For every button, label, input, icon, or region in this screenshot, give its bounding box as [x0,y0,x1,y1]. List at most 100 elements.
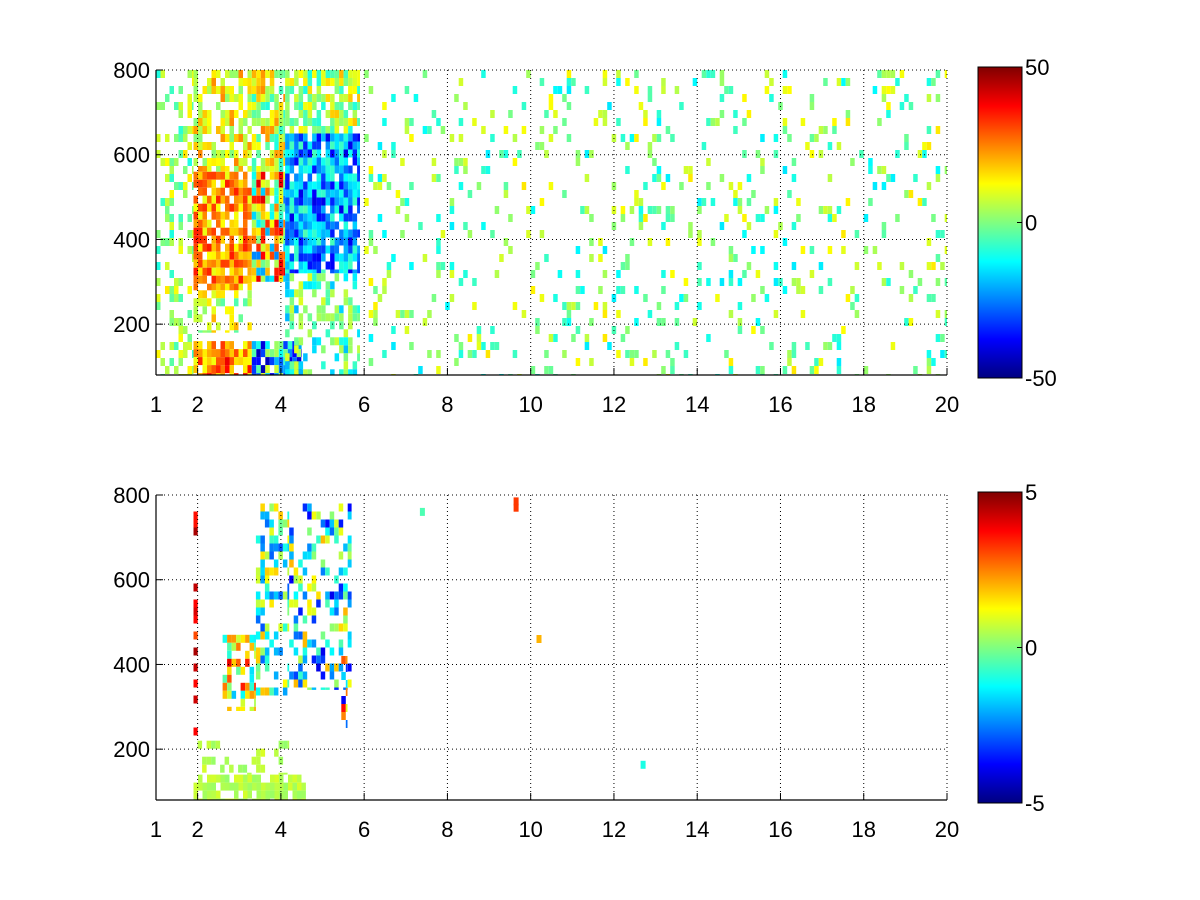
heatmap-cell [343,94,349,102]
heatmap-cell [243,187,248,196]
heatmap-cell [427,310,432,318]
heatmap-cell [225,211,230,220]
heatmap-cell [312,337,317,346]
heatmap-cell [321,221,326,230]
heatmap-cell [548,366,554,374]
heatmap-cell [251,134,257,142]
heatmap-cell [575,286,581,294]
heatmap-cell [638,214,644,222]
heatmap-cell [265,158,270,166]
heatmap-cell [791,262,797,270]
heatmap-cell [616,70,621,78]
heatmap-cell [463,102,468,110]
heatmap-cell [211,330,216,333]
heatmap-cell [823,206,828,214]
heatmap-cell [289,543,294,552]
heatmap-cell [294,94,299,102]
heatmap-cell [751,326,756,334]
heatmap-cell [836,358,842,366]
heatmap-cell [368,238,374,246]
heatmap-cell [269,134,275,142]
heatmap-cell [881,278,887,286]
heatmap-cell [321,205,326,214]
heatmap-cell [926,142,932,150]
heatmap-cell [343,126,349,134]
heatmap-cell [298,173,304,182]
heatmap-cell [265,267,270,276]
heatmap-cell [841,246,846,254]
heatmap-cell [307,551,312,560]
heatmap-cell [294,78,299,86]
heatmap-cell [269,187,275,196]
heatmap-cell [211,782,216,791]
heatmap-cell [652,206,657,214]
heatmap-cell [647,150,653,158]
heatmap-cell [652,134,657,142]
heatmap-cell [881,222,887,230]
heatmap-cell [256,171,261,180]
heatmap-cell [249,690,255,699]
heatmap-cell [260,341,266,350]
heatmap-cell [348,345,353,354]
heatmap-cell [307,221,313,230]
heatmap-cell [260,647,265,656]
heatmap-cell [225,306,230,315]
heatmap-cell [238,251,243,260]
heatmap-cell [307,511,312,520]
heatmap-cell [719,278,725,286]
heatmap-cell [256,267,261,276]
heatmap-cell [634,350,639,358]
heatmap-cell [697,206,702,214]
heatmap-cell [216,243,221,252]
heatmap-cell [307,78,313,86]
heatmap-cell [251,275,257,282]
heatmap-cell [193,219,198,228]
heatmap-cell [854,262,860,270]
heatmap-cell [285,289,290,298]
heatmap-cell [227,642,232,651]
heatmap-cell [165,214,170,222]
heatmap-cell [334,607,339,616]
heatmap-cell [229,150,234,158]
heatmap-cell [294,245,299,254]
heatmap-cell [298,229,304,238]
heatmap-cell [307,237,313,246]
heatmap-cell [269,251,275,260]
heatmap-cell [303,165,308,174]
heatmap-cell [270,782,275,791]
heatmap-cell [289,639,294,648]
heatmap-cell [247,251,252,260]
heatmap-cell [243,227,248,236]
heatmap-cell [234,330,239,333]
heatmap-cell [719,70,725,78]
heatmap-cell [931,214,936,222]
heatmap-cell [256,86,261,94]
heatmap-cell [183,150,188,158]
heatmap-cell [294,237,299,246]
heatmap-cell [256,235,261,244]
heatmap-cell [330,102,335,110]
heatmap-cell [499,150,504,158]
heatmap-cell [357,353,360,362]
heatmap-cell [229,251,234,260]
heatmap-cell [178,326,183,334]
heatmap-cell [265,118,270,126]
heatmap-cell [338,567,344,576]
heatmap-cell [877,262,882,270]
heatmap-cell [207,341,212,350]
heatmap-cell [247,78,252,86]
heatmap-cell [254,634,256,643]
heatmap-cell [661,270,666,278]
heatmap-cell [303,141,308,150]
heatmap-cell [760,158,765,166]
heatmap-cell [782,126,788,134]
heatmap-cell [207,322,212,331]
heatmap-cell [863,366,869,374]
heatmap-cell [325,329,331,338]
heatmap-cell [220,110,225,118]
heatmap-cell [503,182,509,190]
heatmap-cell [178,350,183,358]
heatmap-cell [169,270,174,278]
